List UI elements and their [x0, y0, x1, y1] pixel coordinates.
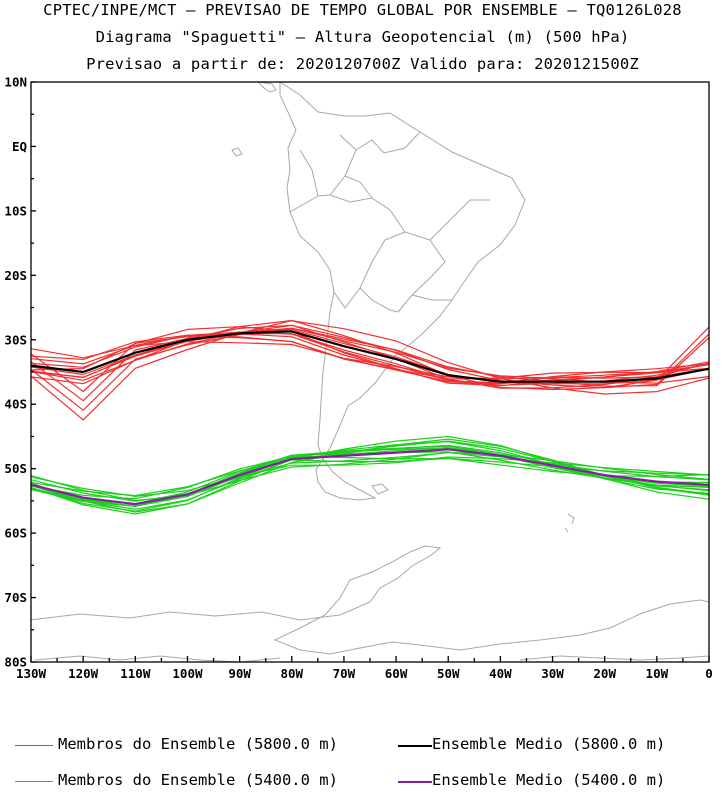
- ensemble-means: [30, 330, 710, 506]
- title-line-1: CPTEC/INPE/MCT – PREVISAO DE TEMPO GLOBA…: [43, 1, 682, 19]
- member-line-5400: [30, 435, 710, 515]
- legend-swatch-members-5400: [15, 781, 53, 783]
- lon-tick-label: 120W: [68, 666, 99, 681]
- lat-tick-label: 40S: [4, 397, 27, 412]
- lat-tick-label: EQ: [12, 139, 27, 154]
- south-georgia: [564, 513, 575, 533]
- legend-label-mean-5400: Ensemble Medio (5400.0 m): [432, 771, 666, 789]
- antarctica-coast: [29, 545, 710, 655]
- lat-tick-label: 50S: [4, 461, 27, 476]
- lat-tick-label: 80S: [4, 655, 27, 670]
- member-line-5800: [30, 336, 710, 393]
- title-line-3: Previsao a partir de: 2020120700Z Valido…: [86, 55, 639, 73]
- south-america-coast: [279, 81, 526, 501]
- member-line-5800: [30, 324, 710, 389]
- lat-tick-label: 30S: [4, 332, 27, 347]
- lat-tick-label: 10S: [4, 203, 27, 218]
- lon-tick-label: 0: [705, 666, 713, 681]
- member-line-5800: [30, 331, 710, 385]
- lat-tick-label: 10N: [4, 75, 27, 90]
- title-line-2: Diagrama "Spaguetti" – Altura Geopotenci…: [95, 28, 630, 46]
- member-line-5800: [30, 319, 710, 391]
- lon-tick-label: 80W: [280, 666, 303, 681]
- lon-tick-label: 10W: [646, 666, 669, 681]
- member-line-5400: [30, 452, 710, 502]
- coastline-layer: [29, 81, 710, 663]
- galapagos-islands: [231, 147, 243, 157]
- legend-label-mean-5800: Ensemble Medio (5800.0 m): [432, 735, 666, 753]
- member-line-5800: [30, 327, 710, 411]
- lon-tick-label: 20W: [593, 666, 616, 681]
- lon-tick-label: 30W: [541, 666, 564, 681]
- lat-tick-label: 20S: [4, 268, 27, 283]
- legend-label-members-5400: Membros do Ensemble (5400.0 m): [58, 771, 338, 789]
- lon-tick-label: 60W: [385, 666, 408, 681]
- legend-swatch-mean-5400: [398, 781, 432, 783]
- country-borders: [289, 131, 490, 313]
- lon-tick-label: 70W: [333, 666, 356, 681]
- ensemble-members: [30, 319, 710, 515]
- lon-tick-label: 130W: [16, 666, 47, 681]
- antarctic-islands: [34, 655, 710, 663]
- member-line-5400: [30, 456, 710, 497]
- legend-label-members-5800: Membros do Ensemble (5800.0 m): [58, 735, 338, 753]
- mean-line-5800: [30, 330, 710, 383]
- member-line-5800: [30, 341, 710, 380]
- legend-swatch-members-5800: [15, 745, 53, 747]
- lon-tick-label: 100W: [172, 666, 203, 681]
- member-line-5800: [30, 320, 710, 421]
- legend-swatch-mean-5800: [398, 745, 432, 747]
- lon-tick-label: 90W: [228, 666, 251, 681]
- lat-tick-label: 70S: [4, 590, 27, 605]
- central-america-coast: [256, 81, 277, 93]
- lon-tick-label: 110W: [120, 666, 151, 681]
- member-line-5400: [30, 441, 710, 512]
- mean-line-5400: [30, 448, 710, 506]
- lon-tick-label: 40W: [489, 666, 512, 681]
- lat-tick-label: 60S: [4, 526, 27, 541]
- falkland-islands: [371, 483, 389, 495]
- lon-tick-label: 50W: [437, 666, 460, 681]
